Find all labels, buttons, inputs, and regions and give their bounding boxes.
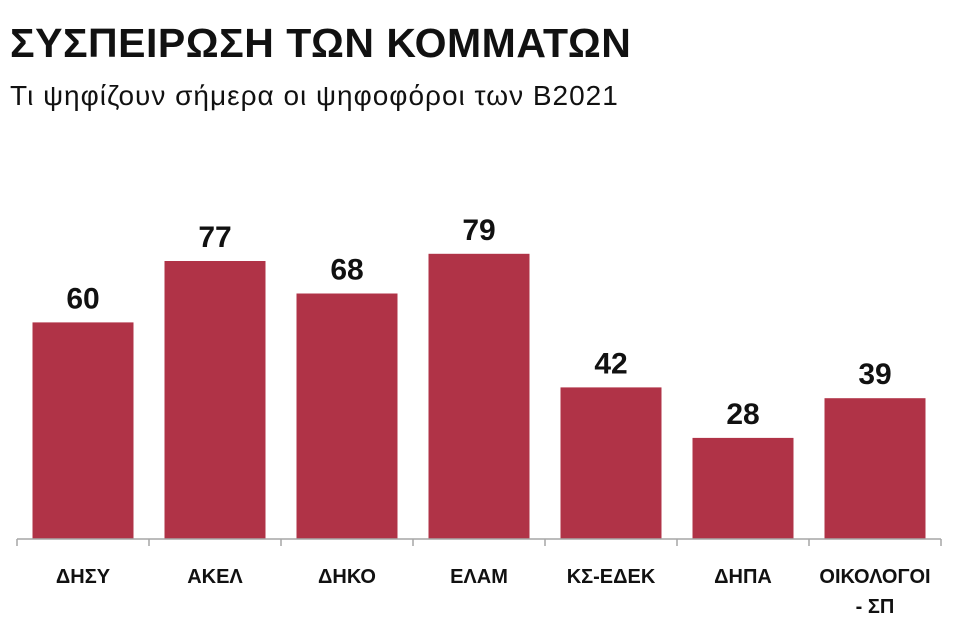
data-label-5: 28 [726,398,759,431]
category-label-line: ΔΗΚΟ [318,566,376,588]
data-label-2: 68 [330,254,363,287]
bar-6 [824,398,926,539]
category-label-6: ΟΙΚΟΛΟΓΟΙ - ΣΠ [819,566,930,618]
category-label-line: ΚΣ-ΕΔΕΚ [567,566,656,588]
data-label-6: 39 [858,358,891,391]
data-label-1: 77 [198,221,231,254]
category-label-line: ΔΗΣΥ [56,566,111,588]
category-label-0: ΔΗΣΥ [56,566,111,588]
category-label-line: - ΣΠ [856,596,895,618]
bar-1 [164,261,266,539]
bar-4 [560,387,662,539]
bar-2 [296,293,398,539]
category-label-line: ΔΗΠΑ [714,566,772,588]
bar-5 [692,437,794,539]
category-label-5: ΔΗΠΑ [714,566,772,588]
category-label-line: ΕΛΑΜ [450,566,508,588]
bar-0 [32,322,134,539]
category-label-2: ΔΗΚΟ [318,566,376,588]
category-label-4: ΚΣ-ΕΔΕΚ [567,566,656,588]
data-label-4: 42 [594,347,627,380]
category-label-3: ΕΛΑΜ [450,566,508,588]
category-label-line: ΑΚΕΛ [187,566,243,588]
chart-subtitle: Τι ψηφίζουν σήμερα οι ψηφοφόροι των Β202… [10,80,619,111]
data-label-0: 60 [66,282,99,315]
bar-3 [428,253,530,540]
category-label-line: ΟΙΚΟΛΟΓΟΙ [819,566,930,588]
chart-title: ΣΥΣΠΕΙΡΩΣΗ ΤΩΝ ΚΟΜΜΑΤΩΝ [10,20,632,66]
category-label-1: ΑΚΕΛ [187,566,243,588]
data-label-3: 79 [462,214,495,247]
